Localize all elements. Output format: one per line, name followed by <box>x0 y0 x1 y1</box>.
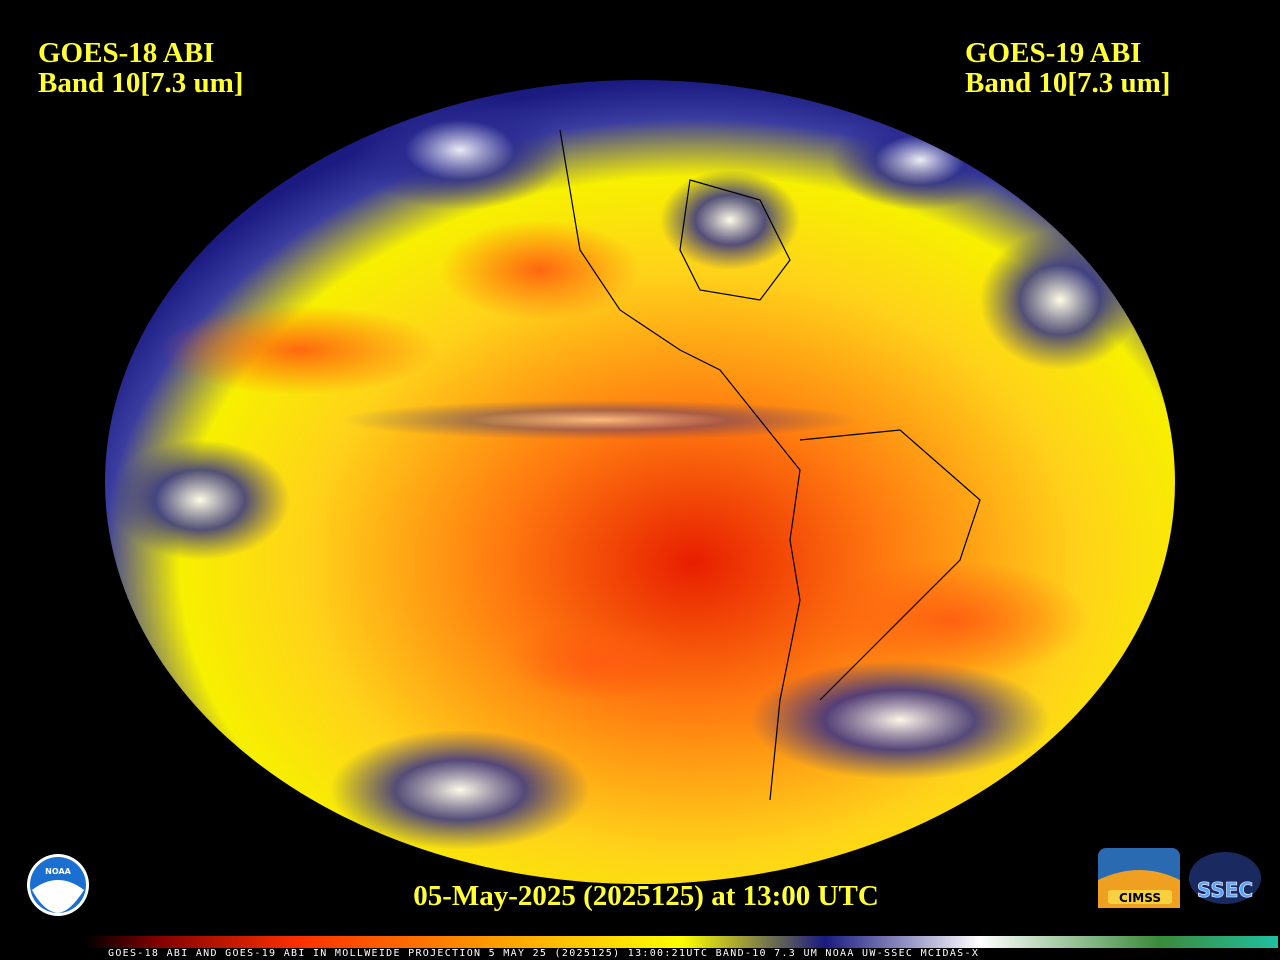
cloud <box>340 400 860 440</box>
right-band: Band 10[7.3 um] <box>965 67 1170 99</box>
cloud <box>110 440 290 560</box>
right-satellite: GOES-19 ABI <box>965 37 1141 69</box>
cloud <box>330 730 590 850</box>
left-satellite: GOES-18 ABI <box>38 37 214 69</box>
cloud <box>660 170 800 270</box>
noaa-logo: NOAA <box>27 854 89 916</box>
cloud <box>830 110 1010 210</box>
cimss-logo: CIMSS <box>1098 848 1180 908</box>
color-bar <box>85 936 1278 948</box>
dry-air <box>510 620 690 700</box>
cloud <box>980 230 1140 370</box>
coastlines <box>559 129 981 801</box>
cloud <box>350 90 570 210</box>
ssec-logo: SSEC <box>1189 852 1261 904</box>
noaa-wave <box>32 880 84 913</box>
left-band: Band 10[7.3 um] <box>38 67 243 99</box>
ssec-label: SSEC <box>1197 878 1253 902</box>
cimss-label-bg <box>1108 890 1172 904</box>
noaa-label: NOAA <box>45 867 71 876</box>
ssec-globe <box>1189 852 1261 904</box>
weather-features <box>110 90 1140 850</box>
footer: GOES-18 ABI AND GOES-19 ABI IN MOLLWEIDE… <box>108 948 979 959</box>
cimss-label: CIMSS <box>1119 891 1161 905</box>
dry-air <box>440 220 640 320</box>
dry-air <box>810 560 1090 680</box>
dry-air <box>160 305 440 395</box>
cloud <box>750 660 1050 780</box>
timestamp: 05-May-2025 (2025125) at 13:00 UTC <box>413 880 879 912</box>
